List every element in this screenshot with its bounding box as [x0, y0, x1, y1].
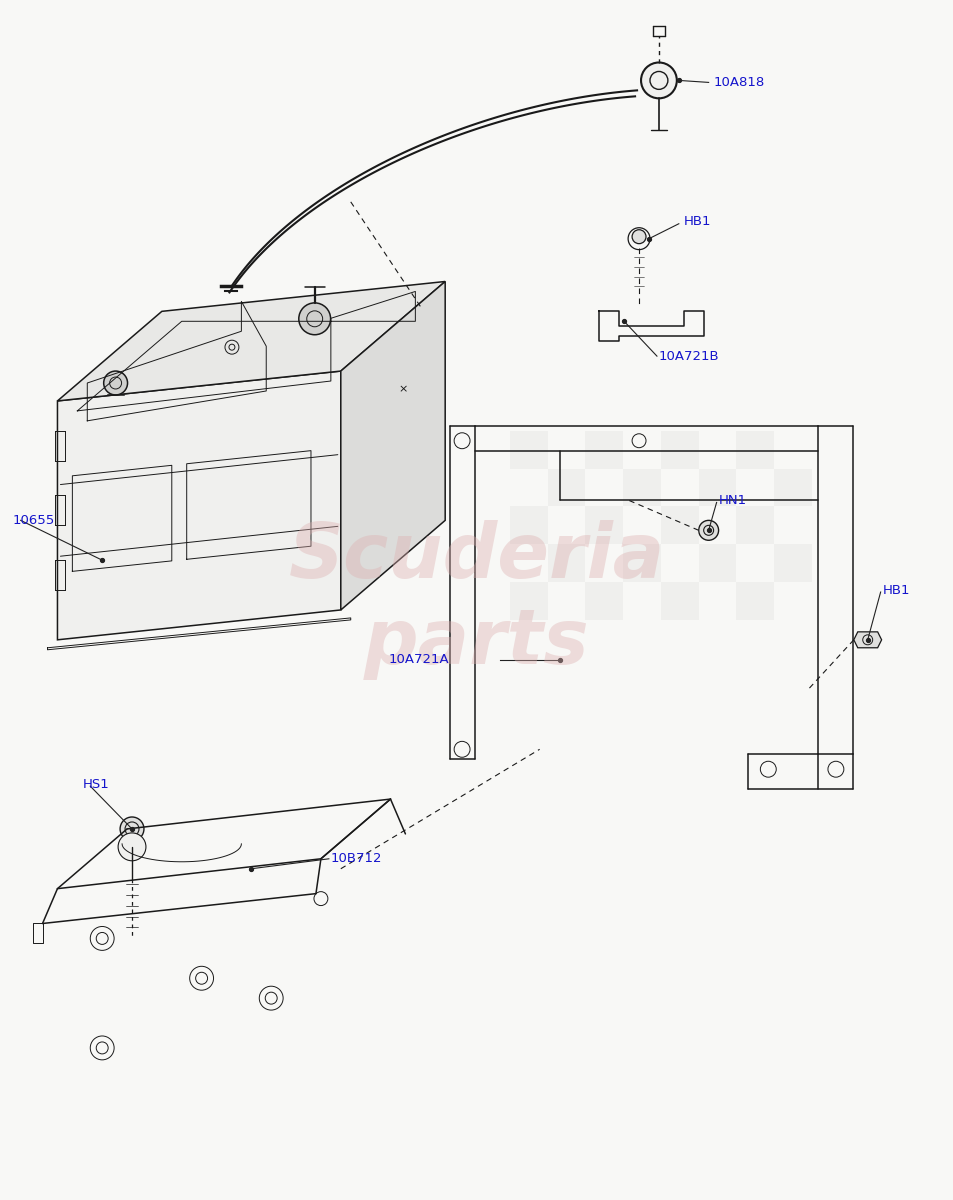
Text: HB1: HB1 — [683, 215, 711, 228]
Polygon shape — [57, 282, 445, 401]
Circle shape — [698, 521, 718, 540]
Bar — [660, 506, 698, 545]
Bar — [698, 545, 736, 582]
Bar — [622, 545, 660, 582]
Bar — [698, 469, 736, 506]
Bar — [660, 431, 698, 469]
Circle shape — [632, 229, 645, 244]
Text: 10655: 10655 — [12, 514, 55, 527]
Bar — [774, 545, 811, 582]
Circle shape — [640, 62, 676, 98]
Circle shape — [298, 302, 331, 335]
Bar — [509, 506, 547, 545]
Bar — [509, 431, 547, 469]
Circle shape — [118, 833, 146, 860]
Bar — [736, 506, 774, 545]
Bar — [736, 431, 774, 469]
Text: 10A818: 10A818 — [713, 76, 764, 89]
Text: HB1: HB1 — [882, 583, 909, 596]
Bar — [509, 582, 547, 620]
Text: ×: × — [398, 384, 408, 394]
Text: HS1: HS1 — [82, 778, 109, 791]
Bar — [736, 582, 774, 620]
Text: Scuderia
parts: Scuderia parts — [289, 521, 664, 679]
Text: 10A721B: 10A721B — [659, 349, 719, 362]
Bar — [585, 506, 622, 545]
Bar — [547, 469, 585, 506]
Polygon shape — [340, 282, 445, 610]
Bar — [660, 582, 698, 620]
Bar — [585, 431, 622, 469]
Bar — [774, 469, 811, 506]
Bar — [585, 582, 622, 620]
Bar — [547, 545, 585, 582]
Circle shape — [104, 371, 128, 395]
Polygon shape — [57, 371, 340, 640]
Text: 10B712: 10B712 — [331, 852, 382, 865]
Polygon shape — [853, 632, 881, 648]
Circle shape — [120, 817, 144, 841]
Text: HN1: HN1 — [718, 494, 746, 506]
Bar — [622, 469, 660, 506]
Text: 10A721A: 10A721A — [388, 653, 449, 666]
